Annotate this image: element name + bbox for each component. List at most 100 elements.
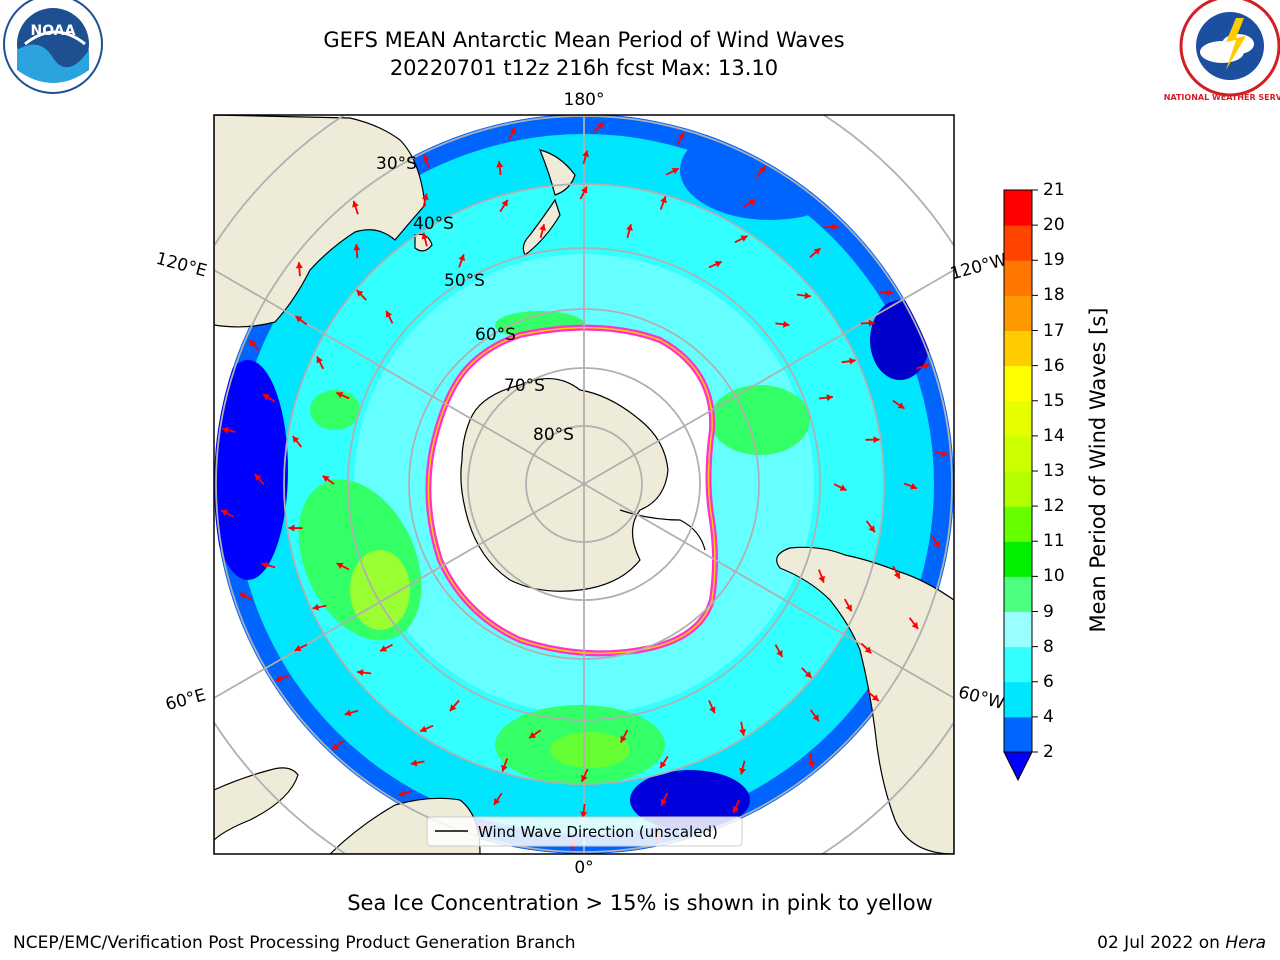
wind-wave-arrow-head bbox=[911, 622, 919, 629]
wind-wave-arrow-head bbox=[660, 798, 668, 806]
wind-wave-arrow-head bbox=[868, 319, 875, 327]
lat-label-70s: 70°S bbox=[504, 376, 545, 396]
colorbar-segment bbox=[1004, 400, 1032, 437]
colorbar-segment bbox=[1004, 471, 1032, 507]
wind-wave-arrow-head bbox=[660, 761, 667, 769]
sea-ice-note: Sea Ice Concentration > 15% is shown in … bbox=[347, 891, 933, 915]
colorbar bbox=[1003, 189, 1038, 782]
wind-wave-arrow-head bbox=[813, 248, 821, 255]
colorbar-segment bbox=[1004, 190, 1032, 226]
wind-wave-arrow-head bbox=[740, 235, 748, 242]
noaa-logo-text: NOAA bbox=[31, 23, 76, 39]
wind-wave-arrow-head bbox=[539, 224, 546, 231]
wind-wave-arrow-head bbox=[420, 725, 428, 733]
colorbar-tick-label: 20 bbox=[1043, 215, 1065, 236]
wind-wave-arrow-head bbox=[597, 122, 604, 130]
tasmania bbox=[414, 233, 433, 252]
colorbar-segment bbox=[1004, 646, 1032, 683]
wind-wave-arrow-head bbox=[410, 759, 418, 767]
legend-label: Wind Wave Direction (unscaled) bbox=[478, 823, 718, 841]
colorbar-segment bbox=[1004, 260, 1032, 296]
colorbar-segment bbox=[1004, 330, 1032, 367]
wind-wave-arrow-head bbox=[620, 735, 627, 743]
wind-wave-arrow-head bbox=[776, 650, 783, 657]
map-area bbox=[214, 115, 954, 854]
wind-wave-arrow-head bbox=[923, 362, 931, 370]
colorbar-segment bbox=[1004, 365, 1032, 402]
wind-wave-arrow-head bbox=[910, 483, 918, 490]
lat-label-30s: 30°S bbox=[376, 154, 417, 174]
wind-wave-arrow-head bbox=[529, 731, 537, 739]
madagascar bbox=[214, 767, 299, 854]
meridian-label-0: 0° bbox=[574, 858, 593, 878]
wind-wave-arrow-head bbox=[626, 224, 633, 231]
wind-wave-arrow-head bbox=[671, 168, 679, 175]
wind-wave-arrow-head bbox=[295, 262, 303, 269]
wind-wave-arrow-head bbox=[295, 316, 303, 323]
meridian-label-60e: 60°E bbox=[163, 685, 208, 715]
wind-wave-arrow-head bbox=[261, 561, 269, 569]
colorbar-tick-label: 13 bbox=[1043, 461, 1065, 481]
wind-wave-arrow-head bbox=[808, 761, 815, 768]
wind-wave-arrow-head bbox=[886, 289, 894, 297]
wind-wave-arrow-head bbox=[678, 132, 685, 140]
wind-wave-arrow-head bbox=[322, 475, 330, 483]
wind-wave-arrow-head bbox=[356, 289, 364, 297]
wind-wave-arrow-head bbox=[493, 797, 501, 805]
south-america-landmass bbox=[776, 546, 954, 854]
wind-wave-arrow-head bbox=[582, 150, 589, 158]
wind-wave-arrow-head bbox=[353, 244, 361, 251]
wind-wave-arrow-head bbox=[832, 223, 839, 231]
wind-wave-arrow-head bbox=[739, 767, 747, 775]
national-weather-service-logo: NATIONAL WEATHER SERVICE bbox=[1164, 0, 1280, 102]
australia-landmass bbox=[214, 115, 426, 328]
wind-wave-arrow-head bbox=[812, 714, 819, 722]
wind-wave-arrow-head bbox=[316, 356, 323, 364]
wind-wave-arrow-head bbox=[581, 774, 588, 782]
wind-wave-arrow-head bbox=[422, 154, 430, 162]
colorbar-tick-label: 17 bbox=[1043, 320, 1065, 341]
wind-wave-arrow-head bbox=[398, 790, 406, 797]
wind-wave-arrow-head bbox=[294, 644, 302, 652]
map-subtitle: 20220701 t12z 216h fcst Max: 13.10 bbox=[389, 56, 779, 80]
wind-wave-arrow-head bbox=[254, 474, 262, 481]
wind-wave-arrow-head bbox=[845, 604, 852, 612]
wind-wave-arrow-head bbox=[332, 743, 340, 750]
lat-label-80s: 80°S bbox=[533, 425, 574, 445]
colorbar-segment bbox=[1004, 435, 1032, 472]
wind-wave-arrow-head bbox=[804, 292, 811, 300]
wind-wave-arrow-head bbox=[249, 339, 256, 347]
antarctica-landmass bbox=[460, 377, 669, 592]
colorbar-tick-label: 16 bbox=[1043, 355, 1065, 376]
wind-wave-arrow-head bbox=[262, 394, 270, 401]
wind-wave-arrow-head bbox=[336, 562, 344, 570]
wind-wave-arrow-head bbox=[336, 391, 344, 399]
wind-wave-arrow-head bbox=[239, 592, 247, 599]
colorbar-segment bbox=[1004, 716, 1032, 753]
lat-label-60s: 60°S bbox=[475, 325, 516, 345]
colorbar-segment bbox=[1004, 576, 1032, 612]
wind-wave-arrow-head bbox=[933, 541, 940, 548]
wind-wave-arrow-head bbox=[826, 394, 833, 402]
wind-wave-arrow-head bbox=[501, 199, 508, 207]
meridian-label-60w: 60°W bbox=[956, 682, 1007, 714]
wind-wave-arrow-head bbox=[804, 671, 812, 678]
host-text: Hera bbox=[1225, 933, 1266, 953]
wind-wave-arrow-head bbox=[660, 196, 667, 204]
wind-wave-arrow-head bbox=[449, 704, 457, 712]
colorbar-tick-label: 14 bbox=[1043, 425, 1065, 446]
wind-wave-arrow-head bbox=[871, 694, 879, 701]
date-host-text: 02 Jul 2022 on Hera bbox=[1097, 933, 1266, 953]
credit-text: NCEP/EMC/Verification Post Processing Pr… bbox=[13, 933, 576, 953]
colorbar-tick-label: 15 bbox=[1043, 390, 1065, 411]
wind-wave-arrow-head bbox=[344, 709, 352, 717]
map-frame bbox=[213, 114, 955, 855]
colorbar-tick-label: 21 bbox=[1043, 180, 1065, 200]
colorbar-tick-label: 6 bbox=[1043, 671, 1054, 692]
wind-wave-arrow-head bbox=[749, 199, 756, 207]
date-text: 02 Jul 2022 on bbox=[1097, 933, 1220, 953]
colorbar-tick-label: 8 bbox=[1043, 636, 1054, 657]
colorbar-tick-label: 9 bbox=[1043, 601, 1054, 622]
colorbar-title: Mean Period of Wind Waves [s] bbox=[1086, 307, 1110, 633]
